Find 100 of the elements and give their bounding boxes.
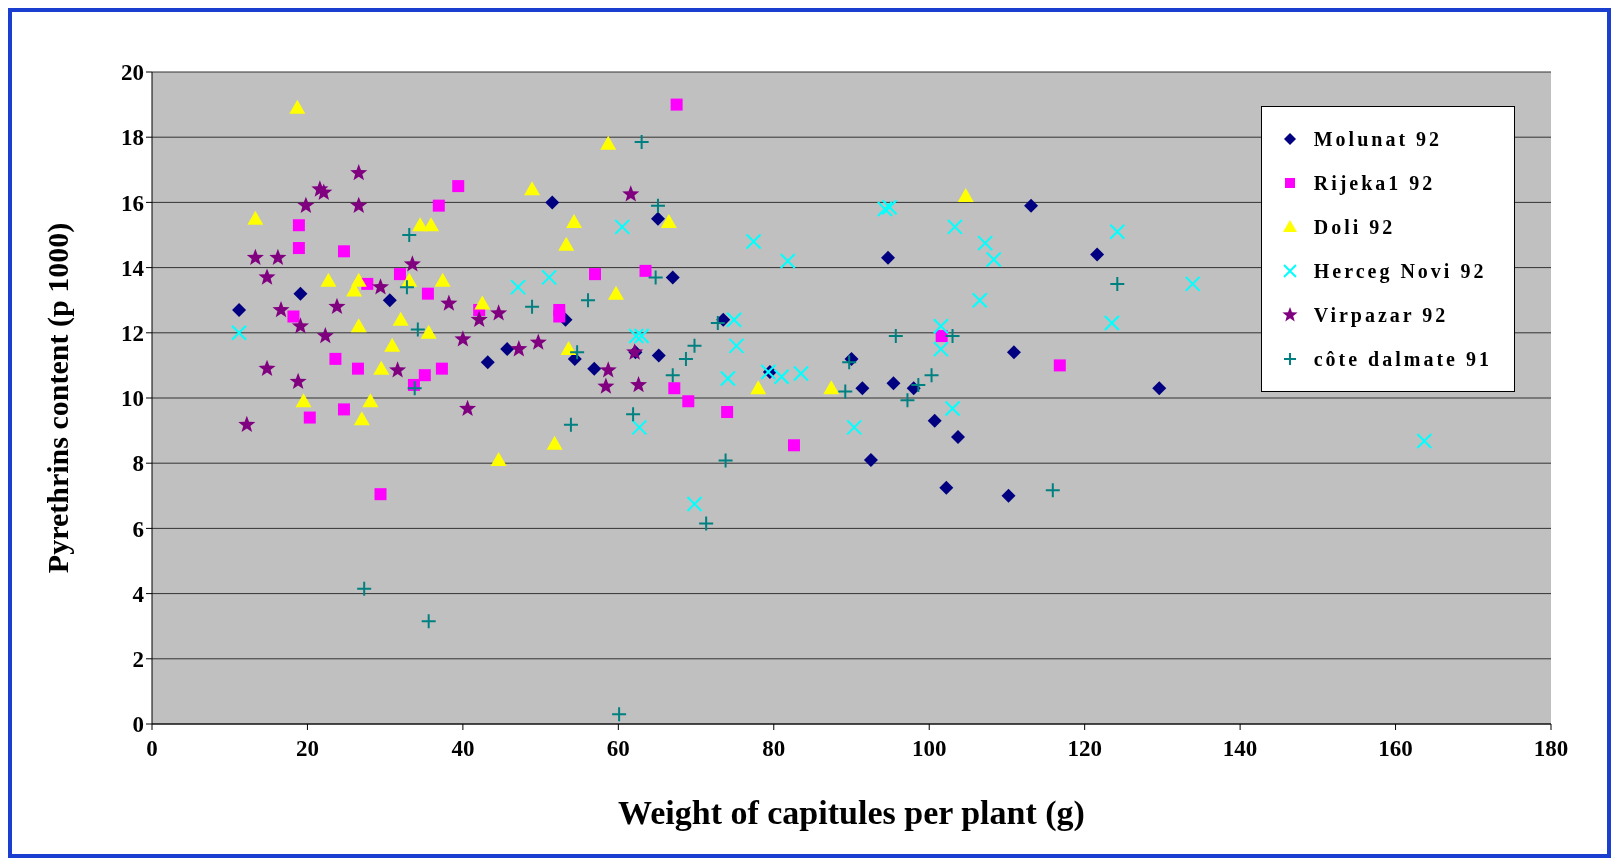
point — [490, 451, 507, 466]
x-tick-label: 120 — [1067, 736, 1102, 762]
point — [855, 381, 870, 396]
point — [432, 199, 445, 212]
point — [599, 361, 617, 378]
point — [440, 294, 458, 311]
point — [291, 317, 310, 334]
point — [622, 185, 640, 202]
point — [1024, 198, 1039, 213]
point — [887, 328, 904, 345]
point — [337, 245, 350, 258]
point — [719, 370, 736, 387]
point — [823, 380, 840, 395]
point — [625, 406, 642, 423]
point — [587, 361, 602, 376]
point — [939, 480, 954, 495]
point — [745, 233, 762, 250]
point — [608, 285, 624, 300]
point — [787, 439, 800, 452]
point — [1001, 488, 1016, 503]
point — [633, 134, 650, 151]
legend-label: Doli 92 — [1313, 215, 1396, 239]
y-tick-label: 20 — [121, 60, 144, 86]
point — [841, 354, 858, 371]
x-tick-label: 100 — [911, 736, 947, 762]
point — [1103, 315, 1120, 332]
point — [639, 264, 652, 277]
point — [1044, 482, 1061, 499]
point — [580, 292, 597, 309]
point — [1053, 359, 1066, 372]
point — [351, 362, 364, 375]
point — [957, 187, 974, 202]
point — [650, 211, 665, 226]
point — [403, 255, 421, 272]
point — [452, 180, 465, 193]
point — [569, 344, 586, 361]
y-tick-label: 6 — [132, 516, 144, 542]
point — [664, 367, 681, 384]
point — [558, 236, 575, 251]
point — [303, 411, 316, 424]
point — [886, 376, 901, 391]
point — [553, 310, 566, 323]
y-tick-label: 10 — [121, 386, 144, 412]
point — [651, 348, 666, 363]
point — [401, 227, 418, 243]
point — [362, 393, 379, 408]
x-tick-label: 140 — [1222, 736, 1258, 762]
point — [421, 287, 434, 300]
point — [670, 98, 683, 111]
point — [392, 311, 409, 326]
point — [750, 380, 767, 395]
point — [316, 327, 334, 344]
point — [773, 368, 790, 385]
legend-label: Rijeka1 92 — [1313, 171, 1436, 195]
point — [350, 196, 368, 213]
point — [566, 213, 583, 228]
point — [709, 315, 726, 332]
point — [356, 580, 373, 597]
legend-label: Molunat 92 — [1313, 127, 1443, 151]
point — [500, 342, 515, 357]
point — [837, 383, 854, 400]
point — [292, 219, 305, 232]
point — [258, 359, 276, 376]
point — [337, 403, 350, 416]
point — [315, 183, 333, 200]
point — [289, 99, 306, 114]
point — [1090, 247, 1105, 262]
legend-label: Herceg Novi 92 — [1313, 259, 1487, 283]
point — [470, 310, 488, 328]
point — [631, 419, 648, 436]
point — [647, 269, 664, 286]
point — [398, 279, 415, 296]
point — [541, 269, 558, 286]
point — [721, 406, 734, 419]
point — [293, 286, 308, 301]
point — [382, 293, 397, 308]
point — [910, 376, 927, 393]
y-tick-label: 14 — [121, 255, 145, 281]
point — [633, 328, 650, 345]
point — [292, 242, 305, 255]
point — [295, 393, 312, 408]
point — [480, 355, 495, 370]
point — [1416, 433, 1433, 450]
point — [1184, 275, 1201, 292]
y-tick-label: 4 — [132, 581, 145, 607]
point — [490, 304, 508, 321]
point — [881, 199, 898, 216]
point — [899, 392, 916, 409]
point — [876, 200, 893, 217]
point — [881, 250, 896, 265]
point — [944, 400, 961, 417]
legend-label: Virpazar 92 — [1313, 303, 1449, 327]
y-axis-title: Pyrethrins content (p 1000) — [40, 222, 75, 574]
point — [971, 292, 988, 309]
point — [682, 395, 695, 408]
point — [950, 430, 965, 445]
point — [1152, 381, 1167, 396]
x-tick-label: 80 — [762, 736, 786, 762]
point — [686, 495, 703, 512]
point — [589, 268, 602, 281]
